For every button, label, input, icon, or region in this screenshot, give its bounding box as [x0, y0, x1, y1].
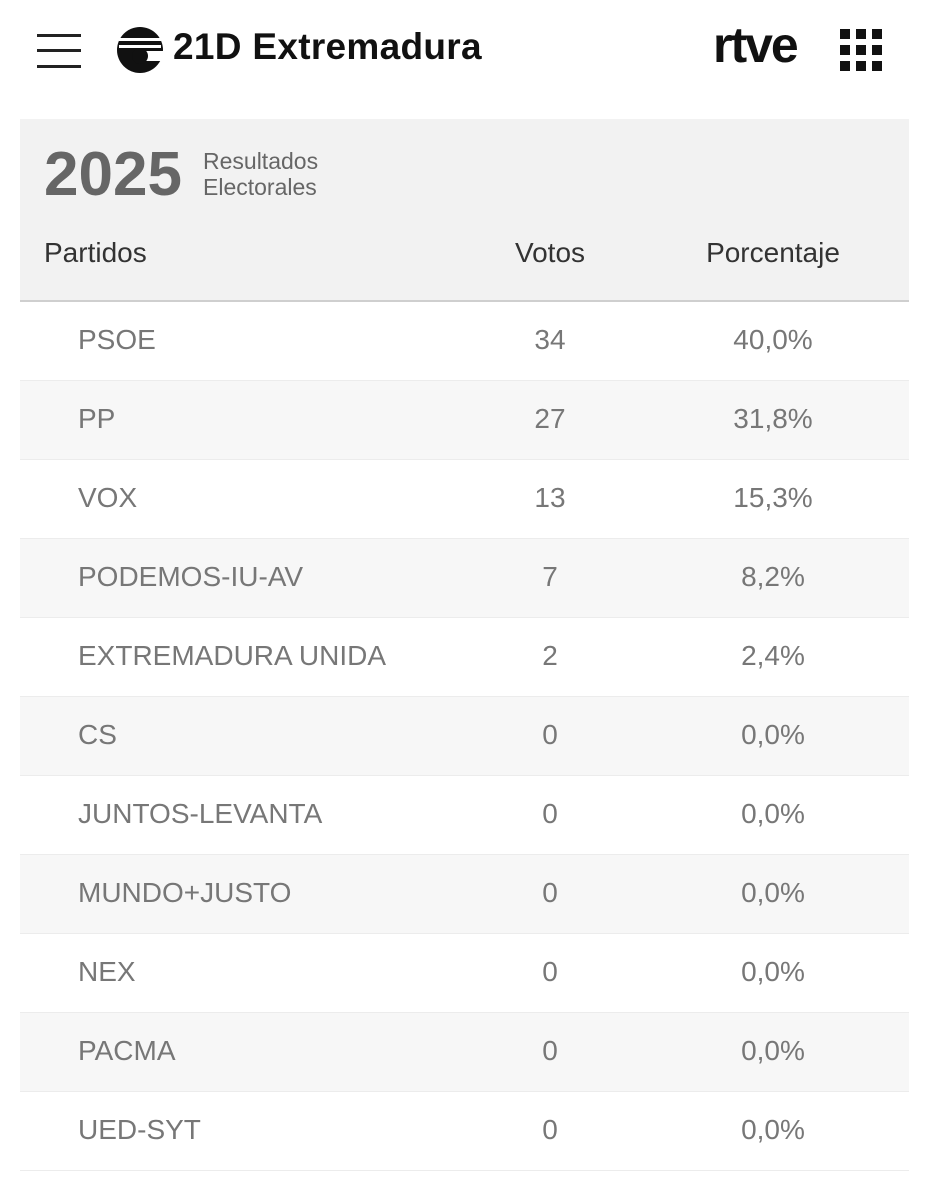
percentage: 0,0% [741, 877, 805, 908]
party-name: PSOE [78, 324, 156, 355]
percentage: 0,0% [741, 956, 805, 987]
party-name: CS [78, 719, 117, 750]
seats: 7 [542, 561, 558, 592]
top-bar: 21D Extremadura rtve [0, 0, 925, 100]
column-header: Votos [514, 237, 586, 268]
percentage: 2,4% [741, 640, 805, 671]
party-name: PACMA [78, 1035, 176, 1066]
table-header: 2025 Resultados Electorales Partidos Vot… [20, 119, 909, 302]
menu-button[interactable] [37, 34, 81, 68]
seats: 2 [542, 640, 558, 671]
table-row: UED-SYT 0 0,0% [20, 1092, 909, 1171]
brand-logo[interactable]: rtve [713, 17, 799, 73]
seats: 0 [542, 956, 558, 987]
percentage: 15,3% [733, 482, 813, 513]
percentage: 0,0% [741, 1035, 805, 1066]
party-name: NEX [78, 956, 136, 987]
results-table: 2025 Resultados Electorales Partidos Vot… [20, 119, 909, 1171]
column-header: Porcentaje [706, 237, 840, 268]
table-row: NEX 0 0,0% [20, 934, 909, 1013]
table-row: PSOE 34 40,0% [20, 302, 909, 381]
seats: 0 [542, 1114, 558, 1145]
year: 2025 [44, 140, 182, 209]
seats: 13 [534, 482, 566, 513]
table-row: MUNDO+JUSTO 0 0,0% [20, 855, 909, 934]
subtitle-line: Electorales [203, 174, 317, 200]
subtitle: Resultados Electorales [203, 148, 318, 200]
percentage: 0,0% [741, 719, 805, 750]
percentage: 40,0% [733, 324, 813, 355]
table-row: VOX 13 15,3% [20, 460, 909, 539]
seats: 0 [542, 719, 558, 750]
seats: 0 [542, 798, 558, 829]
apps-button[interactable] [840, 29, 882, 71]
percentage: 0,0% [741, 1114, 805, 1145]
table-body: PSOE 34 40,0% PP 27 31,8% VOX 13 15,3% PODEMOS-IU… [20, 302, 909, 1171]
seats: 0 [542, 877, 558, 908]
site-title[interactable]: 21D Extremadura [173, 26, 482, 67]
table-row: PACMA 0 0,0% [20, 1013, 909, 1092]
party-name: EXTREMADURA UNIDA [78, 640, 387, 671]
party-name: PP [78, 403, 116, 434]
percentage: 8,2% [741, 561, 805, 592]
party-name: PODEMOS-IU-AV [78, 561, 304, 592]
table-row: PODEMOS-IU-AV 7 8,2% [20, 539, 909, 618]
party-name: JUNTOS-LEVANTA [78, 798, 323, 829]
party-name: UED-SYT [78, 1114, 201, 1145]
percentage: 0,0% [741, 798, 805, 829]
party-name: VOX [78, 482, 138, 513]
table-row: EXTREMADURA UNIDA 2 2,4% [20, 618, 909, 697]
table-row: JUNTOS-LEVANTA 0 0,0% [20, 776, 909, 855]
party-name: MUNDO+JUSTO [78, 877, 292, 908]
seats: 0 [542, 1035, 558, 1066]
table-row: PP 27 31,8% [20, 381, 909, 460]
seats: 27 [534, 403, 566, 434]
logo-icon[interactable] [115, 25, 165, 75]
table-row: CS 0 0,0% [20, 697, 909, 776]
percentage: 31,8% [733, 403, 813, 434]
column-header: Partidos [44, 237, 147, 268]
subtitle-line: Resultados [203, 148, 319, 174]
seats: 34 [534, 324, 566, 355]
